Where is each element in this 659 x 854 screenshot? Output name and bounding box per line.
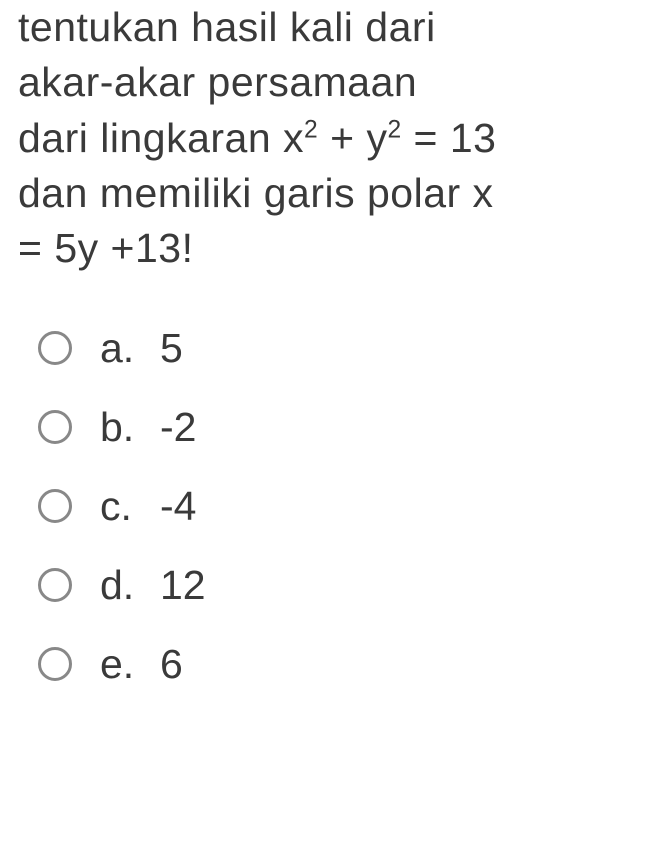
- question-line-4: dan memiliki garis polar x: [18, 170, 494, 216]
- option-label: c. -4: [100, 483, 196, 530]
- radio-icon[interactable]: [38, 647, 72, 681]
- option-letter: d.: [100, 562, 160, 609]
- option-letter: c.: [100, 483, 160, 530]
- option-letter: e.: [100, 641, 160, 688]
- option-label: b. -2: [100, 404, 196, 451]
- option-letter: a.: [100, 325, 160, 372]
- radio-icon[interactable]: [38, 331, 72, 365]
- option-e[interactable]: e. 6: [38, 641, 641, 688]
- option-value: -4: [160, 483, 196, 530]
- option-c[interactable]: c. -4: [38, 483, 641, 530]
- option-b[interactable]: b. -2: [38, 404, 641, 451]
- option-label: e. 6: [100, 641, 183, 688]
- radio-icon[interactable]: [38, 410, 72, 444]
- question-line-2: akar-akar persamaan: [18, 59, 417, 105]
- options-group: a. 5 b. -2 c. -4 d. 12 e. 6: [18, 325, 641, 688]
- option-letter: b.: [100, 404, 160, 451]
- option-d[interactable]: d. 12: [38, 562, 641, 609]
- question-line-5: = 5y +13!: [18, 225, 193, 271]
- question-text: tentukan hasil kali dari akar-akar persa…: [18, 0, 641, 277]
- question-line-1: tentukan hasil kali dari: [18, 4, 436, 50]
- option-label: a. 5: [100, 325, 183, 372]
- option-a[interactable]: a. 5: [38, 325, 641, 372]
- option-value: -2: [160, 404, 196, 451]
- option-value: 6: [160, 641, 183, 688]
- question-line-3: dari lingkaran x2 + y2 = 13: [18, 115, 496, 161]
- radio-icon[interactable]: [38, 489, 72, 523]
- option-label: d. 12: [100, 562, 206, 609]
- option-value: 12: [160, 562, 206, 609]
- option-value: 5: [160, 325, 183, 372]
- radio-icon[interactable]: [38, 568, 72, 602]
